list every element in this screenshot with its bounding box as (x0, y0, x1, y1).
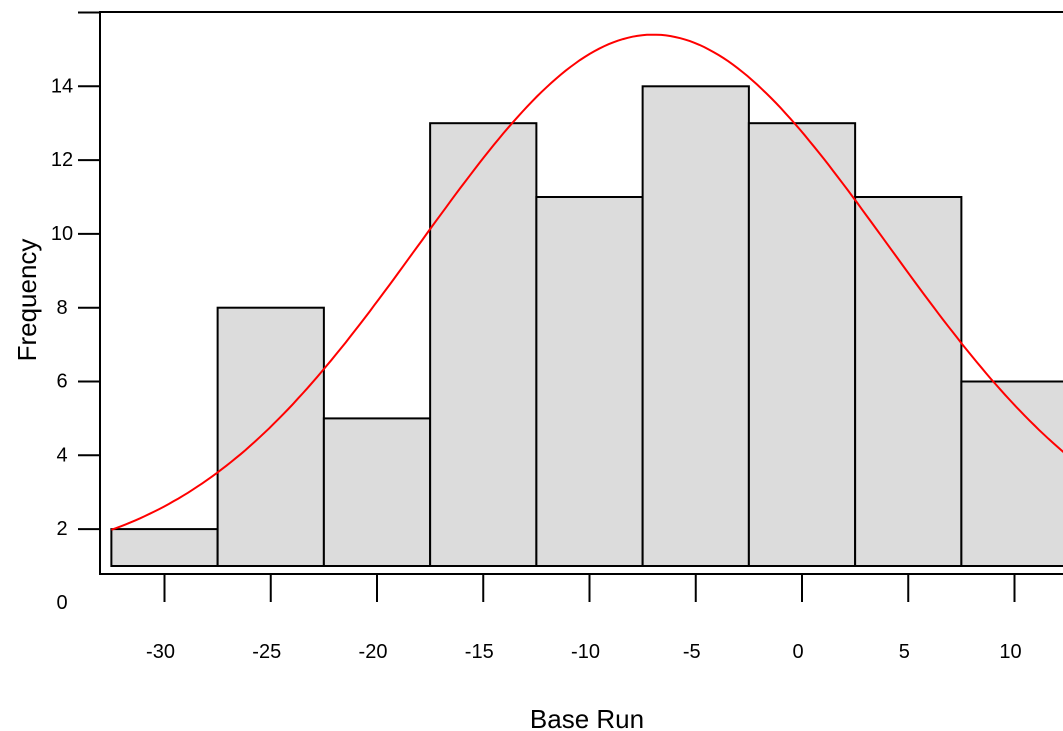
x-axis: -30 -25 -20 -15 -10 -5 0 5 10 (146, 574, 1022, 663)
histogram-bar (216, 306, 325, 567)
x-axis-title: Base Run (530, 704, 644, 731)
y-tick-label: 8 (56, 297, 67, 319)
y-tick-label: 14 (51, 75, 73, 97)
y-tick-label: 0 (56, 592, 67, 614)
density-curve (111, 33, 1063, 531)
histogram-bars (110, 85, 1063, 568)
x-tick-label: -25 (252, 641, 281, 663)
histogram-bar (747, 122, 857, 567)
x-tick-label: 0 (792, 641, 803, 663)
histogram-bar (322, 417, 432, 567)
y-axis: 0 2 4 6 8 10 12 14 (51, 11, 100, 614)
x-tick-label: 10 (999, 641, 1021, 663)
x-tick-label: -5 (683, 641, 701, 663)
x-tick-label: -30 (146, 641, 175, 663)
histogram-bar (110, 528, 219, 567)
histogram-bar (960, 380, 1063, 567)
histogram-bar (429, 122, 538, 567)
plot-border (99, 11, 1063, 575)
histogram-bar (535, 196, 644, 567)
y-tick-label: 12 (51, 149, 73, 171)
plot-frame (99, 11, 1063, 575)
x-tick-label: -10 (571, 641, 600, 663)
y-tick-label: 2 (56, 518, 67, 540)
histogram-bar (854, 196, 963, 567)
x-tick-label: 5 (899, 641, 910, 663)
histogram-bar (641, 85, 750, 568)
y-tick-label: 6 (56, 371, 67, 393)
y-tick-label: 4 (56, 444, 67, 466)
x-tick-label: -15 (465, 641, 494, 663)
x-tick-label: -20 (359, 641, 388, 663)
y-axis-title: Frequency (12, 239, 42, 362)
y-tick-label: 10 (51, 223, 73, 245)
